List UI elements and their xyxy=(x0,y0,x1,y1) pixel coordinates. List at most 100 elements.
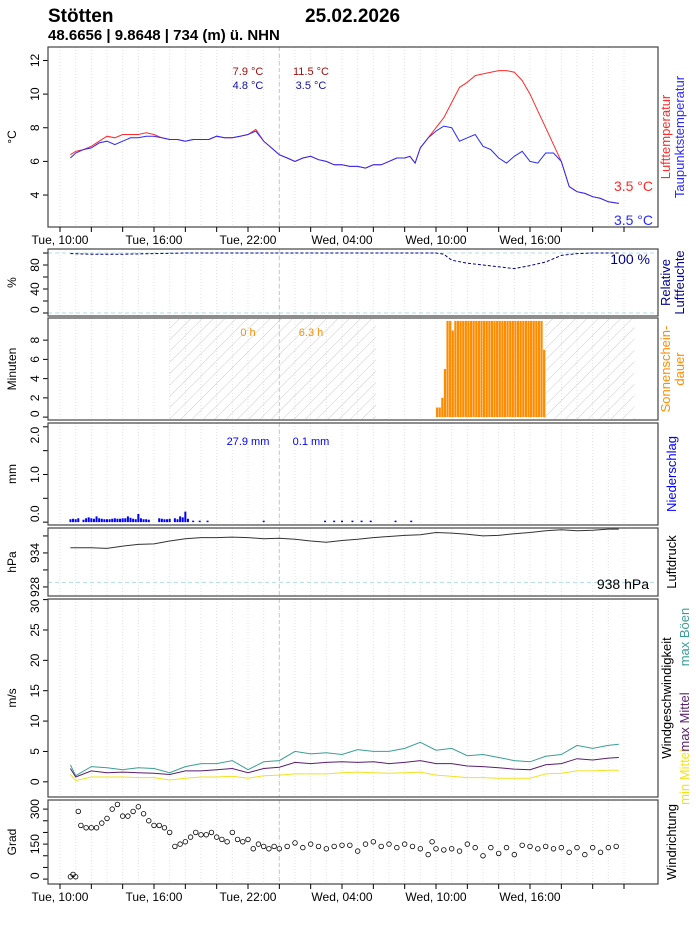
sunshine-bar xyxy=(475,320,478,418)
panel-wind_direction: 0 150 300 Grad Windrichtung xyxy=(5,799,679,885)
precip-bar xyxy=(158,518,161,523)
precip-bar xyxy=(90,518,93,523)
direction-point xyxy=(386,841,392,847)
direction-point xyxy=(331,843,337,850)
sunshine-bar xyxy=(511,320,514,418)
direction-point xyxy=(208,829,215,836)
direction-point xyxy=(140,811,147,817)
precip-bar xyxy=(74,519,77,523)
precip-bar xyxy=(163,519,166,523)
precip-bar xyxy=(142,519,145,523)
series-max-böen xyxy=(69,741,619,777)
x-tick-label: Wed, 04:00 xyxy=(311,890,372,904)
sunshine-bar xyxy=(443,369,447,418)
direction-point xyxy=(266,846,272,852)
direction-point xyxy=(394,844,400,851)
precip-bar xyxy=(82,519,85,523)
direction-point xyxy=(125,813,131,819)
direction-point xyxy=(161,825,168,831)
y-axis-label: °C xyxy=(5,130,19,144)
direction-point xyxy=(464,841,471,847)
sunshine-bar xyxy=(524,320,527,418)
direction-point xyxy=(88,825,95,831)
right-label: dauer xyxy=(672,352,687,386)
direction-point xyxy=(146,818,152,824)
direction-point xyxy=(219,836,225,843)
series-relative-luftfeuchte xyxy=(70,252,619,270)
direction-point xyxy=(613,843,619,850)
direction-point xyxy=(535,846,541,852)
precip-bar xyxy=(145,519,148,523)
direction-point xyxy=(550,846,557,852)
sunshine-bar xyxy=(441,397,444,418)
night-region xyxy=(545,319,635,419)
panel-pressure: 928 934 hPa Luftdruck 938 hPa xyxy=(5,527,679,597)
direction-point xyxy=(456,848,463,854)
direction-point xyxy=(114,801,121,808)
sunshine-bar xyxy=(540,320,543,418)
series-luftdruck xyxy=(70,528,619,549)
direction-point xyxy=(156,822,162,829)
direction-point xyxy=(574,844,580,851)
direction-point xyxy=(495,850,502,857)
precip-today-total: 0.1 mm xyxy=(293,436,330,448)
y-tick-label: 5 xyxy=(28,748,42,755)
y-tick-label: 40 xyxy=(28,282,42,296)
sunshine-bar xyxy=(462,320,465,418)
series-min-mittel xyxy=(70,769,619,782)
x-tick-label: Wed, 04:00 xyxy=(311,233,372,247)
precip-bar xyxy=(369,520,372,523)
direction-point xyxy=(339,842,345,848)
direction-point xyxy=(519,842,525,848)
direction-point xyxy=(370,839,377,845)
precip-bar xyxy=(111,518,114,523)
precip-bar xyxy=(87,517,90,523)
sunshine-bar xyxy=(464,320,467,418)
sunshine-bar xyxy=(454,320,457,418)
temp-current-dew: 3.5 °C xyxy=(614,212,653,228)
precip-bar xyxy=(126,516,129,523)
direction-point xyxy=(130,808,136,815)
x-tick-label: Tue, 16:00 xyxy=(126,233,183,247)
direction-point xyxy=(558,844,565,851)
sunshine-bar xyxy=(490,320,494,418)
precip-bar xyxy=(351,520,354,523)
sunshine-bar xyxy=(485,320,488,418)
sunshine-bar xyxy=(519,320,522,418)
panel-temperature: 4 6 8 10 12 °C Lufttemperatur Taupunktstemperat… xyxy=(5,46,687,228)
y-tick-label: 80 xyxy=(28,258,42,272)
direction-point xyxy=(213,834,220,840)
precip-bar xyxy=(103,519,106,523)
precip-bar xyxy=(116,518,119,523)
y-tick-label: 6 xyxy=(28,158,42,165)
right-label: Sonnenschein- xyxy=(658,326,673,413)
panel-frame xyxy=(47,422,659,526)
sunshine-bar xyxy=(488,320,491,418)
direction-point xyxy=(104,815,110,822)
precip-bar xyxy=(181,517,184,523)
y-axis-label: Minuten xyxy=(5,348,19,391)
y-tick-label: 0 xyxy=(28,778,42,785)
y-tick-label: 8 xyxy=(28,336,42,343)
right-label: Luftfeuchte xyxy=(672,250,687,314)
direction-point xyxy=(597,849,604,855)
y-tick-label: 12 xyxy=(28,53,42,67)
y-tick-label: 934 xyxy=(28,543,42,563)
sunshine-bar xyxy=(451,330,454,418)
direction-point xyxy=(166,829,173,836)
precip-bar xyxy=(129,517,132,523)
right-label: Lufttemperatur xyxy=(658,94,673,179)
precip-bar xyxy=(124,518,127,523)
precip-bar xyxy=(147,519,150,523)
direction-point xyxy=(240,839,246,845)
x-tick-label: Wed, 10:00 xyxy=(405,233,466,247)
sunshine-yesterday-total: 0 h xyxy=(240,327,255,339)
sunshine-bar xyxy=(527,320,530,418)
direction-point xyxy=(198,832,204,838)
precip-bar xyxy=(186,518,189,523)
sunshine-bar xyxy=(496,320,499,418)
panel-frame xyxy=(47,46,659,228)
direction-point xyxy=(119,813,126,819)
